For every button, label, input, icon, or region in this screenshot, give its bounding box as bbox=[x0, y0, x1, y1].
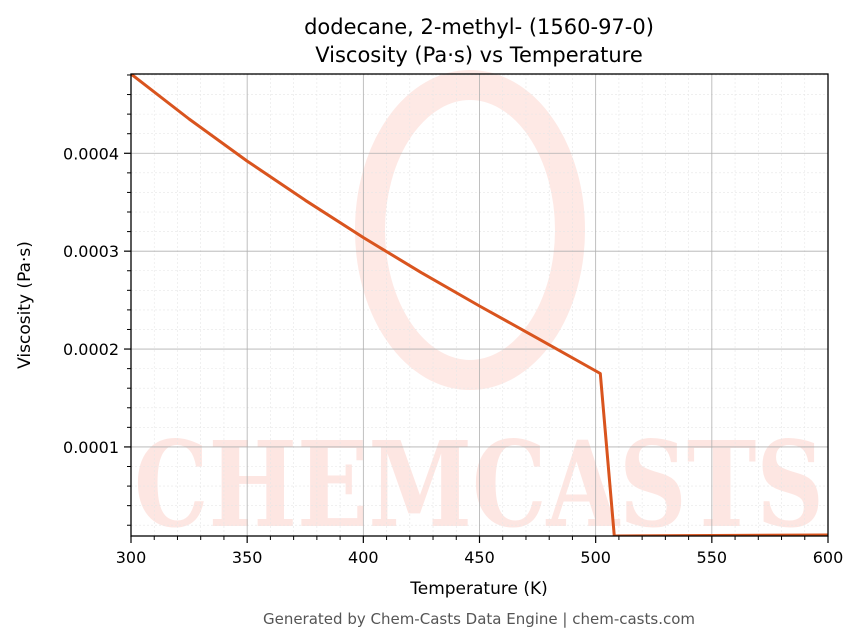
x-tick-label: 600 bbox=[813, 548, 844, 567]
x-tick-label: 350 bbox=[232, 548, 263, 567]
y-axis-ticks: 0.0001 0.0002 0.0003 0.0004 bbox=[63, 74, 131, 526]
watermark-logo-ring bbox=[355, 70, 585, 390]
x-axis-ticks: 300 350 400 450 500 550 600 bbox=[116, 536, 844, 567]
y-tick-label: 0.0004 bbox=[63, 144, 119, 163]
y-tick-label: 0.0002 bbox=[63, 340, 119, 359]
x-tick-label: 550 bbox=[697, 548, 728, 567]
footer-credit: Generated by Chem-Casts Data Engine | ch… bbox=[263, 610, 695, 628]
x-tick-label: 450 bbox=[464, 548, 495, 567]
series-line-viscosity bbox=[131, 74, 828, 536]
x-tick-label: 400 bbox=[348, 548, 379, 567]
y-tick-label: 0.0003 bbox=[63, 242, 119, 261]
major-grid bbox=[131, 74, 828, 536]
x-tick-label: 300 bbox=[116, 548, 147, 567]
y-tick-label: 0.0001 bbox=[63, 438, 119, 457]
watermark: CHEMCASTS bbox=[134, 70, 824, 554]
chart-title-line2: Viscosity (Pa·s) vs Temperature bbox=[315, 43, 643, 67]
watermark-text: CHEMCASTS bbox=[134, 415, 824, 554]
x-tick-label: 500 bbox=[580, 548, 611, 567]
chart-title-line1: dodecane, 2-methyl- (1560-97-0) bbox=[304, 15, 654, 39]
x-axis-label: Temperature (K) bbox=[409, 579, 548, 599]
y-axis-label: Viscosity (Pa·s) bbox=[15, 241, 35, 369]
